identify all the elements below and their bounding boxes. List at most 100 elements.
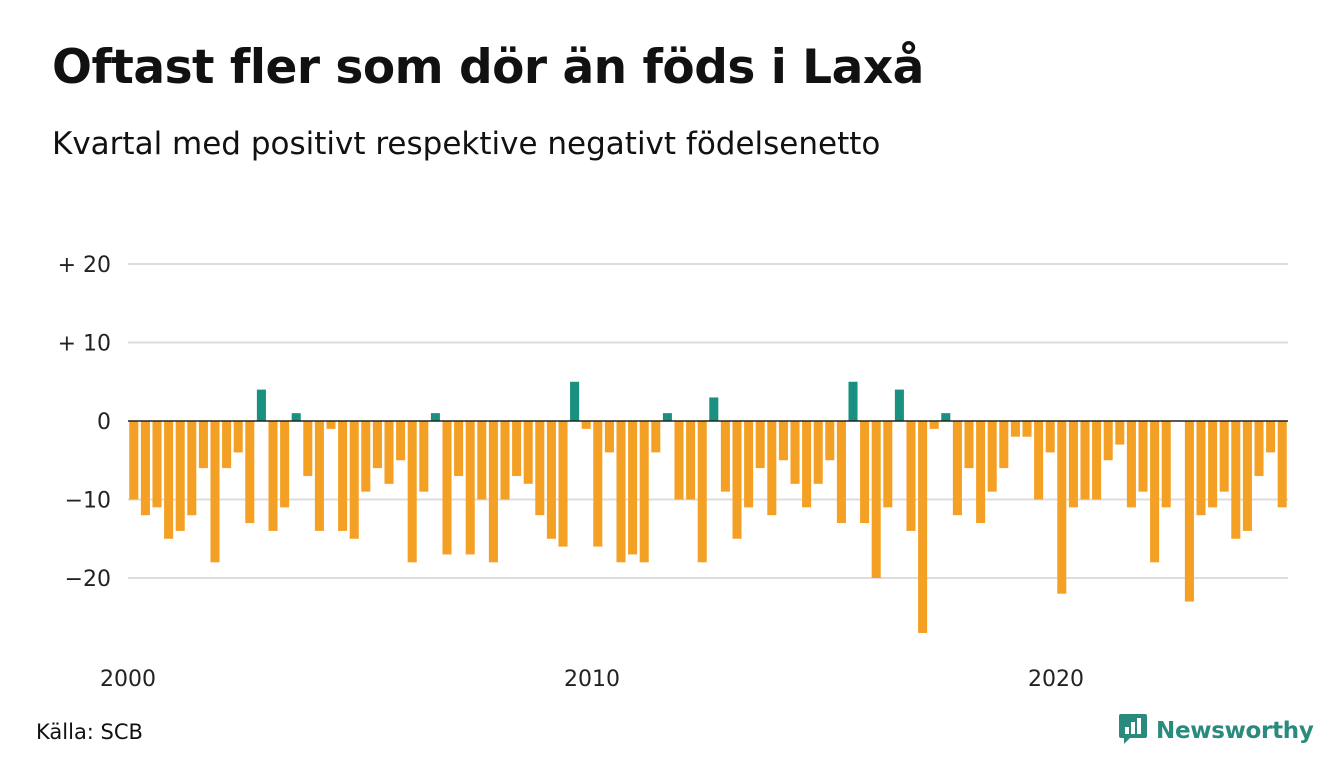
bar (593, 421, 603, 547)
bar (187, 421, 197, 516)
bar (303, 421, 313, 476)
bar (430, 413, 440, 421)
bar (941, 413, 951, 421)
bar (1034, 421, 1044, 500)
bar (291, 413, 301, 421)
chart-title: Oftast fler som dör än föds i Laxå (52, 40, 924, 95)
bar (581, 421, 591, 429)
bar (372, 421, 382, 469)
bar (419, 421, 429, 492)
y-tick-label: −10 (65, 489, 111, 514)
x-axis-labels: 2000 2010 2020 (100, 667, 1084, 692)
bar (813, 421, 823, 484)
bar (164, 421, 174, 539)
bar (1080, 421, 1090, 500)
bar (349, 421, 359, 539)
bar (836, 421, 846, 524)
bars (129, 381, 1287, 633)
bar (1045, 421, 1055, 453)
bar (883, 421, 893, 508)
y-tick-label: −20 (65, 567, 111, 592)
bar (918, 421, 928, 633)
bar (233, 421, 243, 453)
bar (1277, 421, 1287, 508)
bar (999, 421, 1009, 469)
bar (1196, 421, 1206, 516)
bar (1161, 421, 1171, 508)
bar (697, 421, 707, 563)
bar (755, 421, 765, 469)
bar (152, 421, 162, 508)
bar (465, 421, 475, 555)
y-tick-label: + 20 (58, 253, 111, 278)
x-tick-label: 2020 (1028, 667, 1084, 692)
bar (129, 421, 139, 500)
bar (361, 421, 371, 492)
bar (245, 421, 255, 524)
bar (767, 421, 777, 516)
bar (790, 421, 800, 484)
bar (454, 421, 464, 476)
bar (1010, 421, 1020, 437)
bar (639, 421, 649, 563)
bar (1115, 421, 1125, 445)
bar (732, 421, 742, 539)
bar (1138, 421, 1148, 492)
bar (314, 421, 324, 531)
bar (1184, 421, 1194, 602)
bar (860, 421, 870, 524)
bar (686, 421, 696, 500)
bar (222, 421, 232, 469)
bar (987, 421, 997, 492)
bar (651, 421, 661, 453)
bar (442, 421, 452, 555)
bar (964, 421, 974, 469)
bar (628, 421, 638, 555)
bar (1092, 421, 1102, 500)
bar (674, 421, 684, 500)
bar (198, 421, 208, 469)
bar (1150, 421, 1160, 563)
bar (140, 421, 150, 516)
bar (894, 389, 904, 421)
bar (1231, 421, 1241, 539)
chart-subtitle: Kvartal med positivt respektive negativt… (52, 126, 881, 162)
bar (952, 421, 962, 516)
bar (604, 421, 614, 453)
bar (477, 421, 487, 500)
bar (407, 421, 417, 563)
bar (280, 421, 290, 508)
bar (1022, 421, 1032, 437)
x-tick-label: 2010 (564, 667, 620, 692)
y-tick-label: + 10 (58, 332, 111, 357)
bar (384, 421, 394, 484)
bar (744, 421, 754, 508)
bar (512, 421, 522, 476)
bar (709, 397, 719, 421)
bar (778, 421, 788, 461)
x-tick-label: 2000 (100, 667, 156, 692)
bar (825, 421, 835, 461)
bar (929, 421, 939, 429)
bar (1126, 421, 1136, 508)
bar (326, 421, 336, 429)
bar (1219, 421, 1229, 492)
bar (1208, 421, 1218, 508)
bar (871, 421, 881, 578)
bar (720, 421, 730, 492)
bar (535, 421, 545, 516)
bar (1057, 421, 1067, 594)
source-note: Källa: SCB (36, 720, 143, 744)
bar (1254, 421, 1264, 476)
bar (906, 421, 916, 531)
bar (616, 421, 626, 563)
y-axis-labels: + 20 + 10 0 −10 −20 (58, 253, 111, 592)
bar (558, 421, 568, 547)
bar (488, 421, 498, 563)
bar (802, 421, 812, 508)
bar (175, 421, 185, 531)
bar (256, 389, 266, 421)
bar (338, 421, 348, 531)
bar-chart-speech-icon (1118, 712, 1148, 750)
